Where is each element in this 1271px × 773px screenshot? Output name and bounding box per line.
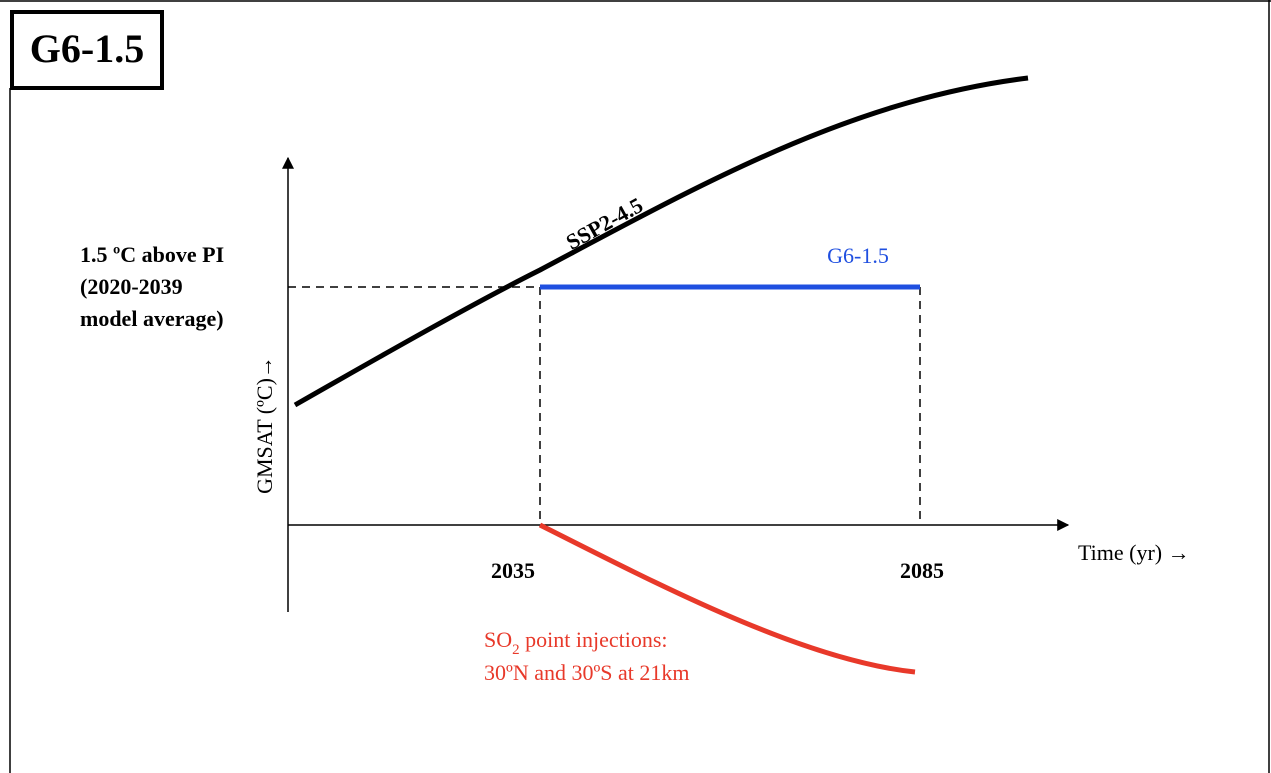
injection-text: point injections: bbox=[520, 627, 668, 652]
threshold-label: (2020-2039 bbox=[80, 274, 183, 299]
ssp245-curve bbox=[293, 75, 1029, 408]
ssp-label: SSP2-4.5 bbox=[562, 192, 647, 254]
panel-label: G6-1.5 bbox=[30, 26, 144, 71]
y-axis-label: GMSAT (ºC)→ bbox=[252, 356, 277, 494]
panel-box bbox=[10, 10, 164, 90]
g6-label: G6-1.5 bbox=[827, 243, 889, 268]
injection-label: 30ºN and 30ºS at 21km bbox=[484, 660, 690, 685]
threshold-label: 1.5 ºC above PI bbox=[80, 242, 224, 267]
x-marker: 2035 bbox=[491, 558, 535, 583]
x-marker: 2085 bbox=[900, 558, 944, 583]
injection-text: SO bbox=[484, 627, 512, 652]
guide-lines bbox=[288, 286, 921, 525]
injection-label: SO2 point injections: bbox=[484, 627, 668, 658]
threshold-label: model average) bbox=[80, 306, 224, 331]
injection-subscript: 2 bbox=[512, 642, 520, 658]
injection-curve bbox=[538, 522, 916, 675]
x-axis-label: Time (yr) → bbox=[1078, 540, 1190, 565]
